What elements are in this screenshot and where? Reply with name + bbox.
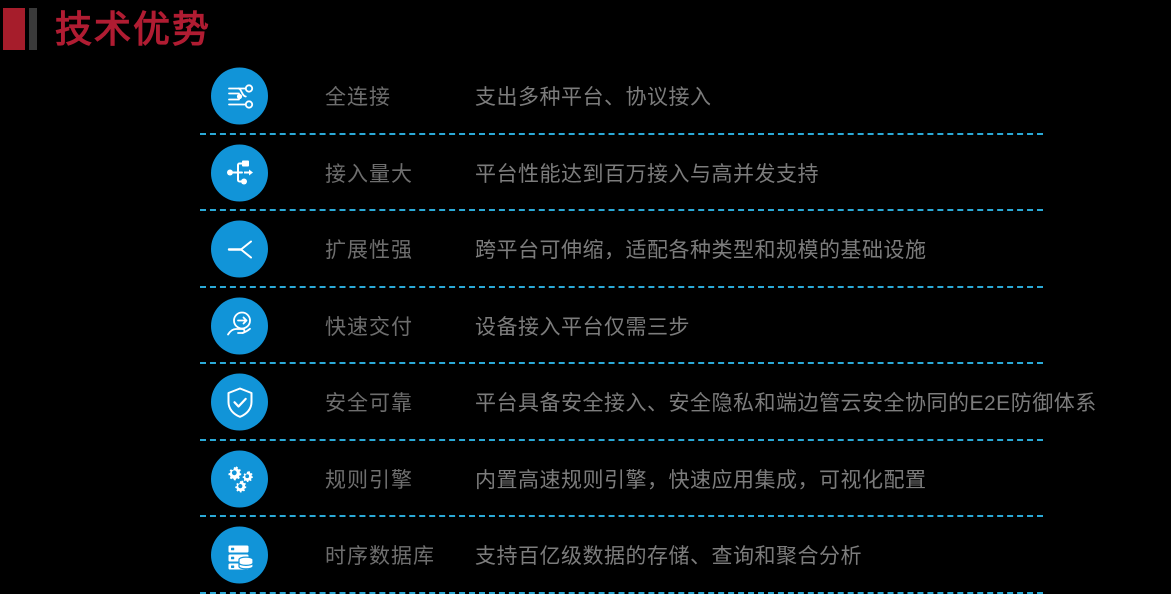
header-accent-bar-primary <box>3 8 25 50</box>
feature-title: 接入量大 <box>325 162 413 186</box>
feature-row: 快速交付 设备接入平台仅需三步 <box>0 288 1171 364</box>
row-divider <box>200 438 1043 441</box>
header-accent-bar-secondary <box>29 8 37 50</box>
feature-description: 设备接入平台仅需三步 <box>475 315 690 339</box>
feature-title: 全连接 <box>325 86 391 110</box>
feature-description: 跨平台可伸缩，适配各种类型和规模的基础设施 <box>475 239 927 263</box>
row-divider <box>200 209 1043 211</box>
feature-row: 接入量大 平台性能达到百万接入与高并发支持 <box>0 135 1171 211</box>
feature-row: 规则引擎 内置高速规则引擎，快速应用集成，可视化配置 <box>0 441 1171 517</box>
page-title: 技术优势 <box>55 8 211 50</box>
hand-delivery-arrow-icon <box>211 297 268 355</box>
feature-title: 规则引擎 <box>325 468 413 492</box>
feature-row: 时序数据库 支持百亿级数据的存储、查询和聚合分析 <box>0 517 1171 594</box>
network-share-icon <box>211 144 268 202</box>
circuit-nodes-icon <box>211 67 268 125</box>
feature-title: 快速交付 <box>325 315 413 339</box>
page-header: 技术优势 <box>0 0 1171 58</box>
feature-list: 全连接 支出多种平台、协议接入 接入量大 平台性能达到百万接入与高并发支持 <box>0 58 1171 594</box>
database-stack-icon <box>211 526 268 584</box>
feature-description: 平台性能达到百万接入与高并发支持 <box>475 162 819 186</box>
feature-title: 时序数据库 <box>325 545 435 569</box>
shield-check-icon <box>211 373 268 431</box>
row-divider <box>200 362 1043 364</box>
feature-description: 内置高速规则引擎，快速应用集成，可视化配置 <box>475 468 927 492</box>
feature-row: 全连接 支出多种平台、协议接入 <box>0 58 1171 135</box>
row-divider <box>200 591 1043 594</box>
row-divider <box>200 132 1043 135</box>
row-divider <box>200 285 1043 288</box>
expand-branch-icon <box>211 220 268 278</box>
feature-description: 支持百亿级数据的存储、查询和聚合分析 <box>475 545 862 569</box>
row-divider <box>200 515 1043 517</box>
feature-title: 扩展性强 <box>325 239 413 263</box>
feature-row: 扩展性强 跨平台可伸缩，适配各种类型和规模的基础设施 <box>0 211 1171 288</box>
feature-title: 安全可靠 <box>325 392 413 416</box>
gears-icon <box>211 450 268 508</box>
feature-description: 平台具备安全接入、安全隐私和端边管云安全协同的E2E防御体系 <box>475 392 1097 416</box>
feature-description: 支出多种平台、协议接入 <box>475 86 712 110</box>
feature-row: 安全可靠 平台具备安全接入、安全隐私和端边管云安全协同的E2E防御体系 <box>0 364 1171 441</box>
